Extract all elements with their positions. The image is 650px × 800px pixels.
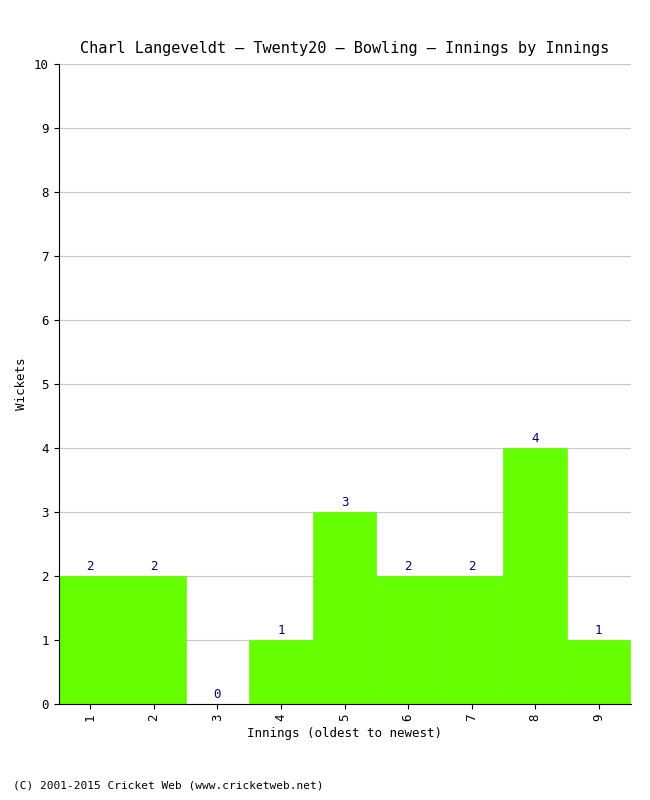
Bar xyxy=(122,576,186,704)
Bar xyxy=(313,512,376,704)
Text: 2: 2 xyxy=(86,560,94,573)
Text: 3: 3 xyxy=(341,496,348,509)
Text: 2: 2 xyxy=(150,560,157,573)
Bar xyxy=(376,576,440,704)
Text: 1: 1 xyxy=(277,624,285,637)
Bar xyxy=(440,576,503,704)
Title: Charl Langeveldt – Twenty20 – Bowling – Innings by Innings: Charl Langeveldt – Twenty20 – Bowling – … xyxy=(80,41,609,56)
Y-axis label: Wickets: Wickets xyxy=(15,358,28,410)
Bar xyxy=(58,576,122,704)
Text: 0: 0 xyxy=(214,688,221,701)
X-axis label: Innings (oldest to newest): Innings (oldest to newest) xyxy=(247,726,442,740)
Text: 2: 2 xyxy=(404,560,412,573)
Bar xyxy=(567,640,630,704)
Text: (C) 2001-2015 Cricket Web (www.cricketweb.net): (C) 2001-2015 Cricket Web (www.cricketwe… xyxy=(13,780,324,790)
Text: 2: 2 xyxy=(468,560,475,573)
Text: 1: 1 xyxy=(595,624,603,637)
Bar xyxy=(249,640,313,704)
Bar xyxy=(503,448,567,704)
Text: 4: 4 xyxy=(532,432,539,445)
